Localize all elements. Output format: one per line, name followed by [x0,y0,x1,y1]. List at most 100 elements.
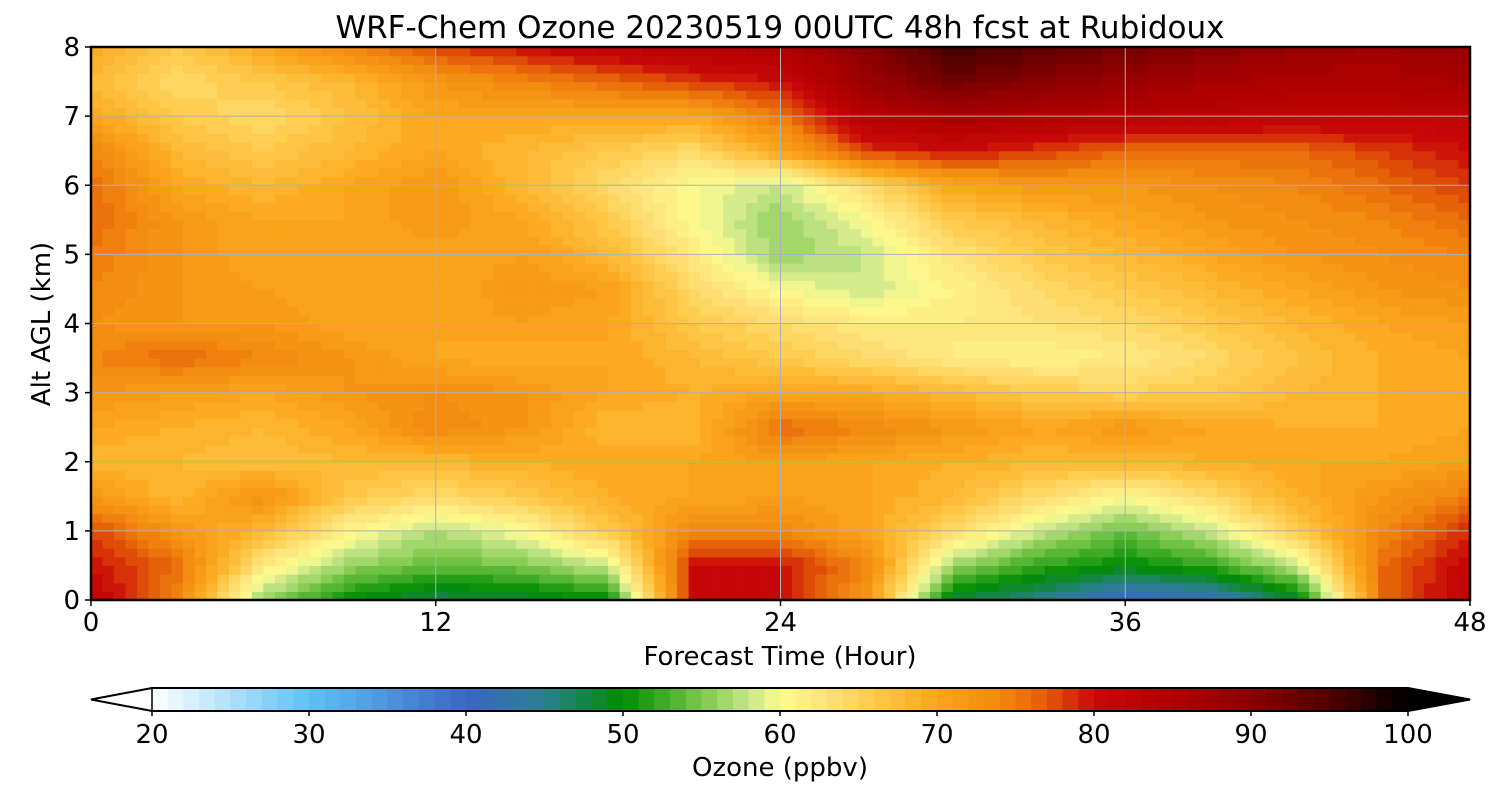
heatmap-cell [1309,288,1322,299]
heatmap-cell [872,522,885,532]
heatmap-cell [757,556,770,567]
heatmap-cell [1033,574,1046,584]
heatmap-cell [481,392,494,402]
heatmap-cell [585,479,598,489]
heatmap-cell [1102,288,1115,299]
heatmap-cell [1355,409,1368,420]
heatmap-cell [573,504,586,515]
heatmap-cell [1458,513,1471,523]
heatmap-cell [1067,332,1080,342]
heatmap-cell [493,522,506,532]
heatmap-cell [481,504,494,515]
heatmap-cell [952,427,965,437]
heatmap-cell [527,314,540,325]
heatmap-cell [1021,556,1034,567]
heatmap-cell [481,254,494,264]
heatmap-cell [596,539,609,549]
heatmap-cell [1159,323,1172,333]
heatmap-cell [297,401,310,411]
heatmap-cell [665,565,678,575]
heatmap-cell [918,487,931,497]
heatmap-cell [493,444,506,454]
heatmap-cell [1297,323,1310,333]
heatmap-cell [136,245,150,255]
heatmap-cell [1286,297,1299,307]
heatmap-cell [1033,332,1046,342]
heatmap-cell [458,366,471,376]
heatmap-cell [769,366,782,376]
heatmap-cell [642,591,655,601]
heatmap-cell [1228,539,1241,549]
heatmap-cell [113,530,127,541]
heatmap-cell [941,453,954,463]
heatmap-cell [297,314,310,325]
heatmap-cell [1366,479,1379,489]
heatmap-cell [746,314,759,325]
heatmap-cell [1102,314,1115,325]
heatmap-cell [274,444,287,454]
heatmap-cell [1343,245,1356,255]
heatmap-cell [297,288,310,299]
heatmap-cell [228,461,241,471]
heatmap-cell [826,358,839,368]
heatmap-cell [642,263,655,273]
heatmap-cell [1378,548,1391,558]
heatmap-cell [1090,522,1103,532]
heatmap-cell [1044,479,1057,489]
heatmap-cell [171,375,184,385]
heatmap-cell [665,280,678,290]
heatmap-cell [343,392,356,402]
heatmap-cell [596,349,609,359]
heatmap-cell [1274,418,1287,428]
heatmap-cell [1079,254,1092,264]
heatmap-cell [814,297,828,307]
heatmap-cell [1067,280,1080,290]
heatmap-cell [366,314,379,325]
heatmap-cell [1309,556,1322,567]
heatmap-cell [596,548,609,558]
heatmap-cell [1447,280,1460,290]
heatmap-cell [136,582,150,592]
heatmap-cell [1286,401,1299,411]
heatmap-cell [895,539,908,549]
heatmap-cell [1148,409,1161,420]
heatmap-cell [159,271,173,281]
heatmap-cell [1194,496,1207,506]
heatmap-cell [1320,565,1333,575]
heatmap-cell [929,487,942,497]
heatmap-cell [964,539,977,549]
heatmap-cell [1010,453,1023,463]
heatmap-cell [1044,470,1057,480]
heatmap-cell [1389,427,1402,437]
heatmap-cell [1148,401,1161,411]
heatmap-cell [941,461,954,471]
heatmap-cell [251,574,264,584]
heatmap-cell [791,288,805,299]
heatmap-cell [504,392,517,402]
heatmap-cell [125,435,138,446]
heatmap-cell [711,556,724,567]
heatmap-cell [1033,418,1046,428]
heatmap-cell [1332,297,1345,307]
heatmap-cell [389,418,402,428]
heatmap-cell [1355,539,1368,549]
heatmap-cell [1159,375,1172,385]
heatmap-cell [998,323,1011,333]
heatmap-cell [803,237,816,247]
heatmap-cell [688,565,701,575]
heatmap-cell [791,297,805,307]
heatmap-cell [677,358,690,368]
heatmap-cell [136,237,150,247]
heatmap-cell [608,340,621,351]
heatmap-cell [516,254,529,264]
heatmap-cell [320,306,333,316]
heatmap-cell [539,470,552,480]
heatmap-cell [1044,366,1057,376]
heatmap-cell [240,513,253,523]
heatmap-cell [757,340,770,351]
heatmap-cell [654,530,667,541]
heatmap-cell [631,470,644,480]
heatmap-cell [780,461,793,471]
heatmap-cell [113,340,127,351]
heatmap-cell [343,401,356,411]
